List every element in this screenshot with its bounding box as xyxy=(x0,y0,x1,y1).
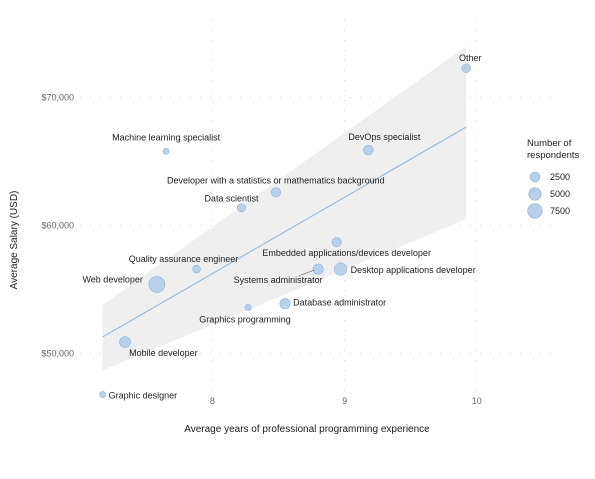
leader-systems-administrator xyxy=(298,269,315,277)
point-web-developer xyxy=(148,276,166,293)
confidence-band-group xyxy=(102,46,467,371)
label-desktop-applications-developer: Desktop applications developer xyxy=(351,265,476,275)
legend-symbol-2500 xyxy=(529,171,541,183)
point-machine-learning-specialist xyxy=(162,147,170,155)
x-axis-ticks: 8 9 10 xyxy=(210,396,482,406)
point-mobile-developer xyxy=(119,336,131,348)
point-developer-with-a-statistics-or-mathematics-background xyxy=(270,187,281,198)
point-labels: Other DevOps specialist Machine learning s… xyxy=(82,53,481,400)
legend-label-2500: 2500 xyxy=(550,172,570,182)
legend-entries: 2500 5000 7500 xyxy=(527,171,570,219)
legend-symbol-7500 xyxy=(527,203,543,219)
legend-label-5000: 5000 xyxy=(550,189,570,199)
size-legend: Number of respondents 2500 5000 7500 xyxy=(527,138,580,219)
point-quality-assurance-engineer xyxy=(192,264,201,274)
label-embedded-applications-devices-developer: Embedded applications/devices developer xyxy=(262,248,431,258)
label-mobile-developer: Mobile developer xyxy=(129,348,198,358)
label-graphic-designer: Graphic designer xyxy=(109,391,178,401)
point-systems-administrator xyxy=(312,263,324,275)
label-machine-learning-specialist: Machine learning specialist xyxy=(112,132,221,142)
legend-title-line-1: Number of xyxy=(527,138,572,149)
y-tick-label-0: $50,000 xyxy=(41,349,74,359)
x-tick-label-1: 9 xyxy=(342,396,347,406)
legend-title-line-2: respondents xyxy=(527,150,580,161)
label-quality-assurance-engineer: Quality assurance engineer xyxy=(129,254,239,264)
point-embedded-applications-devices-developer xyxy=(331,237,342,248)
trend-line-group xyxy=(102,126,467,338)
label-systems-administrator: Systems administrator xyxy=(234,275,323,285)
label-data-scientist: Data scientist xyxy=(204,194,259,204)
point-data-scientist xyxy=(237,203,246,213)
y-tick-label-1: $60,000 xyxy=(41,221,74,231)
label-graphics-programming: Graphics programming xyxy=(199,315,291,325)
y-axis-ticks: $50,000 $60,000 $70,000 xyxy=(41,93,74,359)
legend-label-7500: 7500 xyxy=(550,206,570,216)
confidence-band xyxy=(102,46,467,371)
y-tick-label-2: $70,000 xyxy=(41,93,74,103)
point-devops-specialist xyxy=(363,144,374,156)
x-tick-label-0: 8 xyxy=(210,396,215,406)
label-other: Other xyxy=(459,53,482,63)
label-database-administrator: Database administrator xyxy=(293,298,386,308)
y-axis-title: Average Salary (USD) xyxy=(9,191,20,290)
point-graphic-designer xyxy=(99,391,107,398)
label-developer-with-a-statistics-or-mathematics-background: Developer with a statistics or mathemati… xyxy=(167,175,385,185)
x-tick-label-2: 10 xyxy=(472,396,482,406)
point-other xyxy=(461,63,471,73)
point-desktop-applications-developer xyxy=(334,262,348,276)
point-database-administrator xyxy=(279,298,291,310)
point-graphics-programming xyxy=(244,304,252,312)
trend-line xyxy=(102,126,467,338)
legend-symbol-5000 xyxy=(528,187,542,201)
label-web-developer: Web developer xyxy=(82,274,142,284)
label-devops-specialist: DevOps specialist xyxy=(348,132,421,142)
data-points xyxy=(99,63,471,398)
x-axis-title: Average years of professional programmin… xyxy=(184,424,430,435)
